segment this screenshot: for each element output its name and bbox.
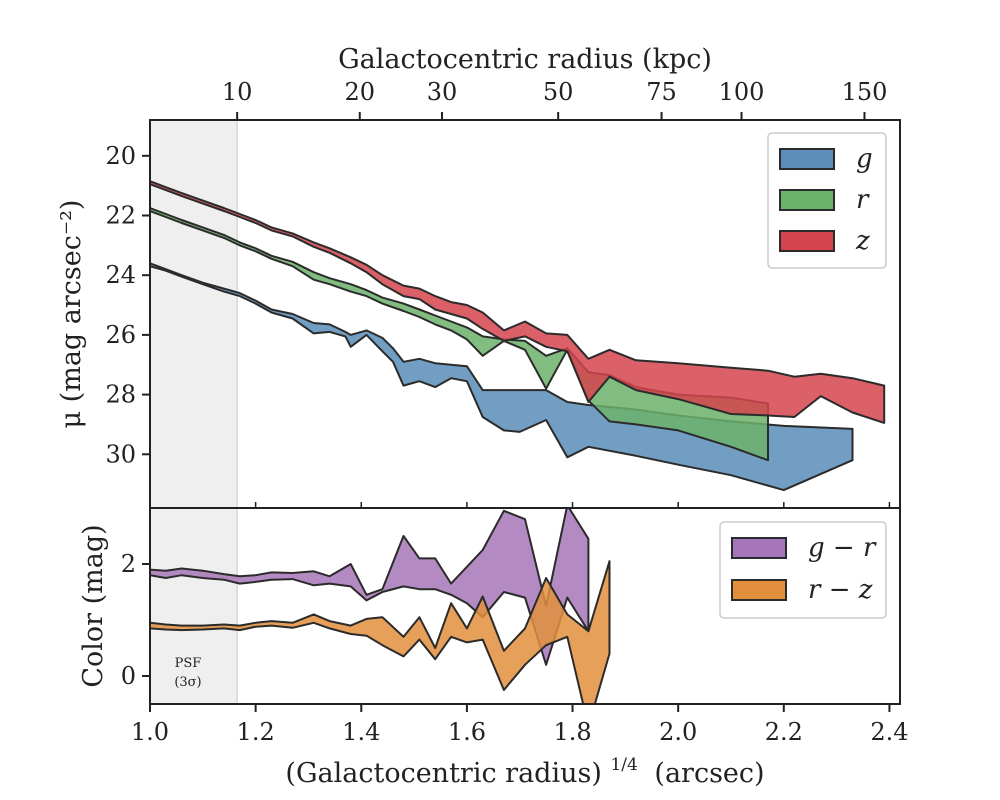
legend-label: g <box>856 144 873 174</box>
kpc-tick-label: 100 <box>719 78 765 106</box>
psf-shaded-region-bottom <box>150 508 238 704</box>
legend-label: z <box>855 226 870 256</box>
bottom-y-tick-label: 2 <box>121 550 136 578</box>
bottom-x-tick-label: 2.2 <box>765 718 803 746</box>
kpc-tick-label: 50 <box>543 78 574 106</box>
psf-shaded-region <box>150 120 238 508</box>
x-axis-label-base: (Galactocentric radius) <box>285 758 601 789</box>
legend-swatch <box>779 148 835 170</box>
x-axis-label-superscript: 1/4 <box>610 755 637 775</box>
bottom-y-ticks: 02 <box>121 550 150 690</box>
kpc-tick-label: 20 <box>344 78 375 106</box>
legend-label: r <box>856 185 870 215</box>
top-y-axis-label: μ (mag arcsec⁻²) <box>56 200 87 429</box>
bottom-panel: 02 1.0 1.2 1.4 1.6 1.8 2.0 2.2 2.4 Color (mag) … <box>78 507 909 789</box>
top-kpc-axis-ticks: 10 20 30 50 75 100 150 <box>222 78 888 120</box>
top-y-tick-label: 28 <box>105 381 136 409</box>
band-g <box>150 262 854 492</box>
psf-sigma-label: (3σ) <box>174 675 201 690</box>
x-axis-label-unit: (arcsec) <box>654 758 764 789</box>
bottom-x-axis-label: (Galactocentric radius) 1/4 (arcsec) <box>285 746 764 789</box>
bottom-x-tick-label: 1.6 <box>448 718 486 746</box>
bottom-x-tick-label: 1.8 <box>553 718 591 746</box>
psf-label: PSF <box>175 656 202 671</box>
color-areas <box>150 508 611 704</box>
bottom-panel-frame <box>149 507 901 705</box>
bottom-x-tick-label: 1.4 <box>342 718 380 746</box>
legend-swatch <box>731 537 787 559</box>
bottom-y-tick-label: 0 <box>121 662 136 690</box>
bottom-x-tick-label: 2.4 <box>870 718 908 746</box>
top-y-tick-label: 22 <box>105 202 136 230</box>
band-r-minus-z <box>150 560 611 704</box>
psf-band-top <box>150 120 238 508</box>
bottom-x-tick-label: 1.0 <box>131 718 169 746</box>
bottom-y-axis-label: Color (mag) <box>78 524 109 687</box>
kpc-tick-label: 150 <box>842 78 888 106</box>
legend-swatch <box>731 579 787 601</box>
kpc-tick-label: 30 <box>427 78 458 106</box>
bottom-x-tick-label: 2.0 <box>659 718 697 746</box>
kpc-tick-label: 10 <box>222 78 253 106</box>
bottom-legend: g − r r − z <box>719 521 887 619</box>
top-panel: 20 22 24 26 28 30 10 20 30 50 75 100 150 Galactocen… <box>56 44 901 509</box>
top-y-tick-label: 26 <box>105 321 136 349</box>
top-y-tick-label: 20 <box>105 142 136 170</box>
psf-band-bottom <box>150 508 238 704</box>
top-legend: grz <box>767 132 887 269</box>
kpc-tick-label: 75 <box>646 78 677 106</box>
legend-label: g − r <box>808 533 877 563</box>
bottom-x-tick-label: 1.2 <box>237 718 275 746</box>
bottom-x-ticks: 1.0 1.2 1.4 1.6 1.8 2.0 2.2 2.4 <box>131 704 909 746</box>
surface-brightness-areas <box>150 180 886 492</box>
top-y-tick-label: 24 <box>105 261 136 289</box>
legend-label: r − z <box>808 575 873 605</box>
band-z <box>150 180 886 424</box>
top-y-ticks: 20 22 24 26 28 30 <box>105 142 150 468</box>
top-y-tick-label: 30 <box>105 440 136 468</box>
legend-swatch <box>779 230 835 252</box>
band-r <box>150 207 769 462</box>
legend-swatch <box>779 189 835 211</box>
top-axis-label: Galactocentric radius (kpc) <box>338 44 712 75</box>
